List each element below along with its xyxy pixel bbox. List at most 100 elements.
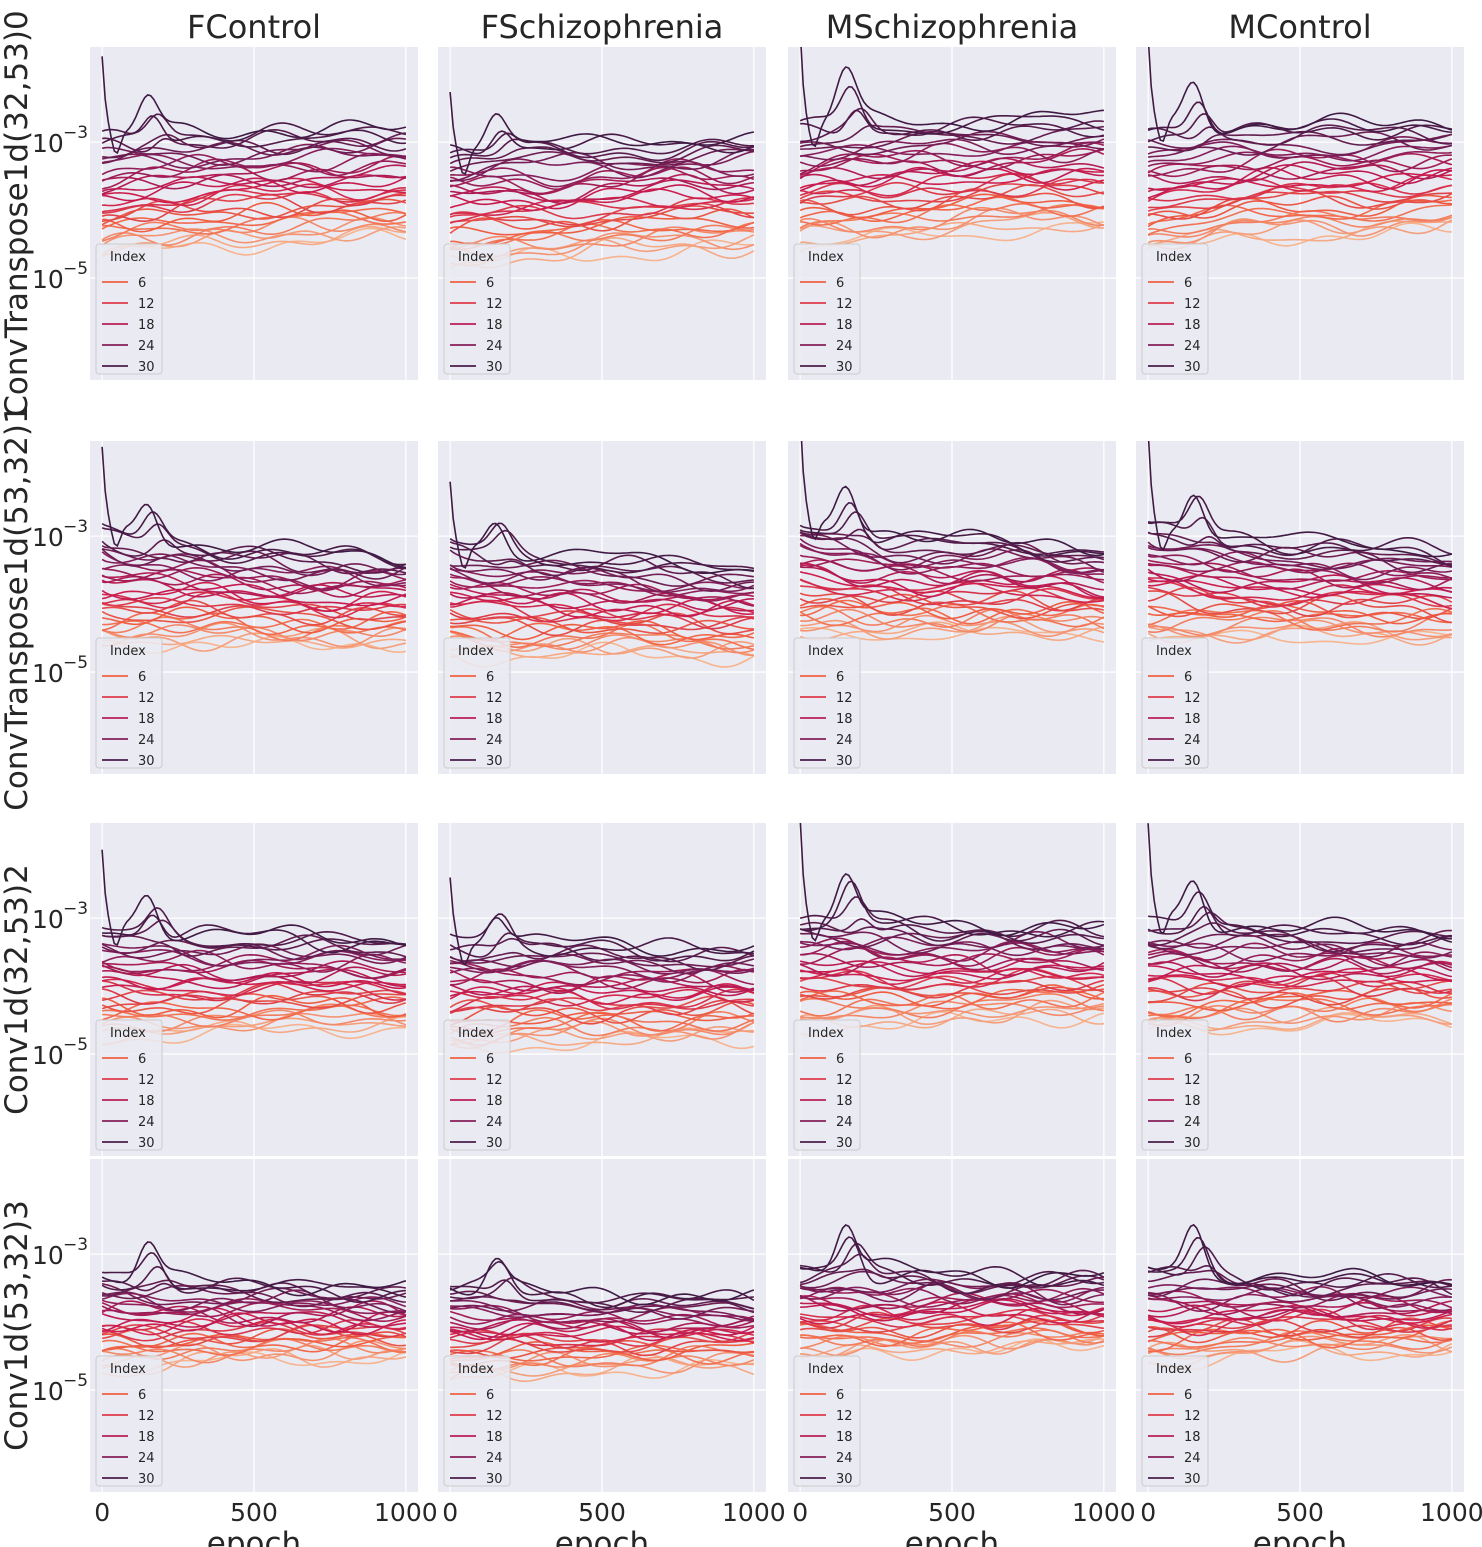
series-line-index-25 — [799, 1278, 1104, 1301]
series-group — [101, 446, 407, 654]
panel-r2-c3: Index 6 12 18 24 30 — [1136, 823, 1464, 1156]
y-tick-label: 10 — [32, 1377, 64, 1406]
series-line-index-9 — [449, 1000, 755, 1026]
series-line-index-22 — [101, 949, 407, 973]
series-line-index-9 — [101, 992, 407, 1015]
series-line-index-15 — [1148, 579, 1453, 599]
series-line-index-22 — [450, 158, 754, 188]
legend: Index 6 12 18 24 30 — [1141, 1019, 1209, 1151]
legend-box — [443, 243, 511, 375]
legend-label: 30 — [836, 360, 853, 375]
series-line-index-29 — [799, 511, 1104, 556]
series-line-index-6 — [450, 222, 755, 251]
series-line-index-12 — [101, 191, 406, 215]
series-line-index-15 — [101, 977, 406, 992]
legend: Index 6 12 18 24 30 — [443, 1355, 511, 1487]
x-tick-label: 0 — [792, 1498, 808, 1527]
series-line-index-12 — [1148, 975, 1453, 1002]
legend-label: 24 — [486, 339, 503, 354]
legend-label: 24 — [1184, 1451, 1201, 1466]
series-line-index-24 — [102, 1289, 407, 1312]
series-line-index-28 — [1148, 911, 1453, 945]
legend-box — [793, 637, 861, 769]
legend-title: Index — [808, 1026, 844, 1041]
legend-label: 18 — [836, 1094, 853, 1109]
series-line-index-0 — [799, 221, 1104, 253]
series-line-index-29 — [1147, 113, 1453, 143]
series-line-index-30 — [102, 914, 406, 954]
series-line-index-26 — [449, 559, 755, 587]
series-group — [449, 91, 755, 269]
legend-label: 12 — [138, 1409, 155, 1424]
series-line-index-29 — [1147, 905, 1452, 946]
series-line-index-5 — [799, 605, 1105, 630]
series-line-index-12 — [1148, 184, 1453, 209]
series-line-index-29 — [101, 523, 406, 570]
series-line-index-27 — [449, 549, 754, 584]
legend-label: 24 — [486, 1451, 503, 1466]
panel-r2-c0: Index 6 12 18 24 30 — [90, 823, 418, 1156]
legend-label: 24 — [836, 1451, 853, 1466]
legend-label: 12 — [1184, 1409, 1201, 1424]
series-line-index-27 — [1148, 130, 1453, 152]
series-line-index-17 — [1148, 960, 1453, 981]
series-line-index-12 — [1147, 586, 1453, 608]
legend: Index 6 12 18 24 30 — [95, 637, 163, 769]
series-line-index-30 — [449, 1260, 755, 1309]
legend-label: 6 — [138, 1052, 146, 1067]
series-line-index-7 — [799, 196, 1105, 222]
series-line-index-16 — [800, 961, 1104, 980]
series-line-index-15 — [799, 571, 1104, 599]
series-line-index-17 — [1147, 164, 1453, 191]
panels-layer: Index 6 12 18 24 30 Index 6 12 18 24 30 Index 6 12 18 24… — [90, 47, 1464, 1492]
x-tick-label: 1000 — [1072, 1498, 1136, 1527]
panel-r3-c0: Index 6 12 18 24 30 — [90, 1159, 418, 1492]
series-line-index-6 — [101, 210, 407, 235]
series-group — [1147, 47, 1453, 250]
series-line-index-19 — [1147, 955, 1453, 973]
legend-box — [793, 243, 861, 375]
series-line-index-30 — [799, 501, 1104, 557]
legend-label: 30 — [836, 1136, 853, 1151]
series-line-index-21 — [1148, 1290, 1453, 1309]
series-line-index-23 — [799, 542, 1105, 574]
legend-title: Index — [808, 644, 844, 659]
legend-label: 6 — [138, 1388, 146, 1403]
legend: Index 6 12 18 24 30 — [95, 243, 163, 375]
x-axis-label: epoch — [1253, 1526, 1347, 1547]
series-line-index-31 — [449, 91, 755, 175]
series-line-index-28 — [449, 937, 755, 963]
series-line-index-1 — [799, 221, 1105, 246]
series-line-index-18 — [1147, 1300, 1453, 1318]
legend: Index 6 12 18 24 30 — [443, 1019, 511, 1151]
legend-title: Index — [1156, 1026, 1192, 1041]
legend-box — [95, 637, 163, 769]
series-line-index-28 — [1147, 124, 1452, 146]
series-line-index-23 — [799, 941, 1104, 956]
legend: Index 6 12 18 24 30 — [793, 243, 861, 375]
series-line-index-3 — [800, 1002, 1105, 1022]
y-tick-exponent: −5 — [63, 1035, 88, 1055]
series-line-index-12 — [101, 596, 406, 616]
series-line-index-30 — [799, 1236, 1105, 1288]
series-line-index-24 — [101, 942, 406, 967]
legend-title: Index — [1156, 644, 1192, 659]
panel-r3-c2: Index 6 12 18 24 30 — [788, 1159, 1116, 1492]
series-line-index-28 — [1147, 531, 1452, 566]
series-line-index-13 — [449, 196, 754, 224]
series-line-index-11 — [101, 601, 406, 621]
series-line-index-12 — [101, 982, 407, 1005]
panel-r1-c0: Index 6 12 18 24 30 — [90, 441, 418, 774]
series-line-index-31 — [1147, 823, 1453, 943]
series-line-index-18 — [449, 1318, 754, 1335]
legend-label: 6 — [138, 276, 146, 291]
legend-box — [95, 1355, 163, 1487]
series-line-index-26 — [449, 148, 754, 173]
legend-title: Index — [110, 1362, 146, 1377]
legend-label: 18 — [138, 1430, 155, 1445]
series-line-index-19 — [102, 960, 406, 982]
series-line-index-29 — [449, 932, 755, 962]
series-line-index-29 — [799, 896, 1105, 942]
panel-r0-c3: Index 6 12 18 24 30 — [1136, 47, 1464, 380]
series-line-index-31 — [799, 823, 1105, 942]
